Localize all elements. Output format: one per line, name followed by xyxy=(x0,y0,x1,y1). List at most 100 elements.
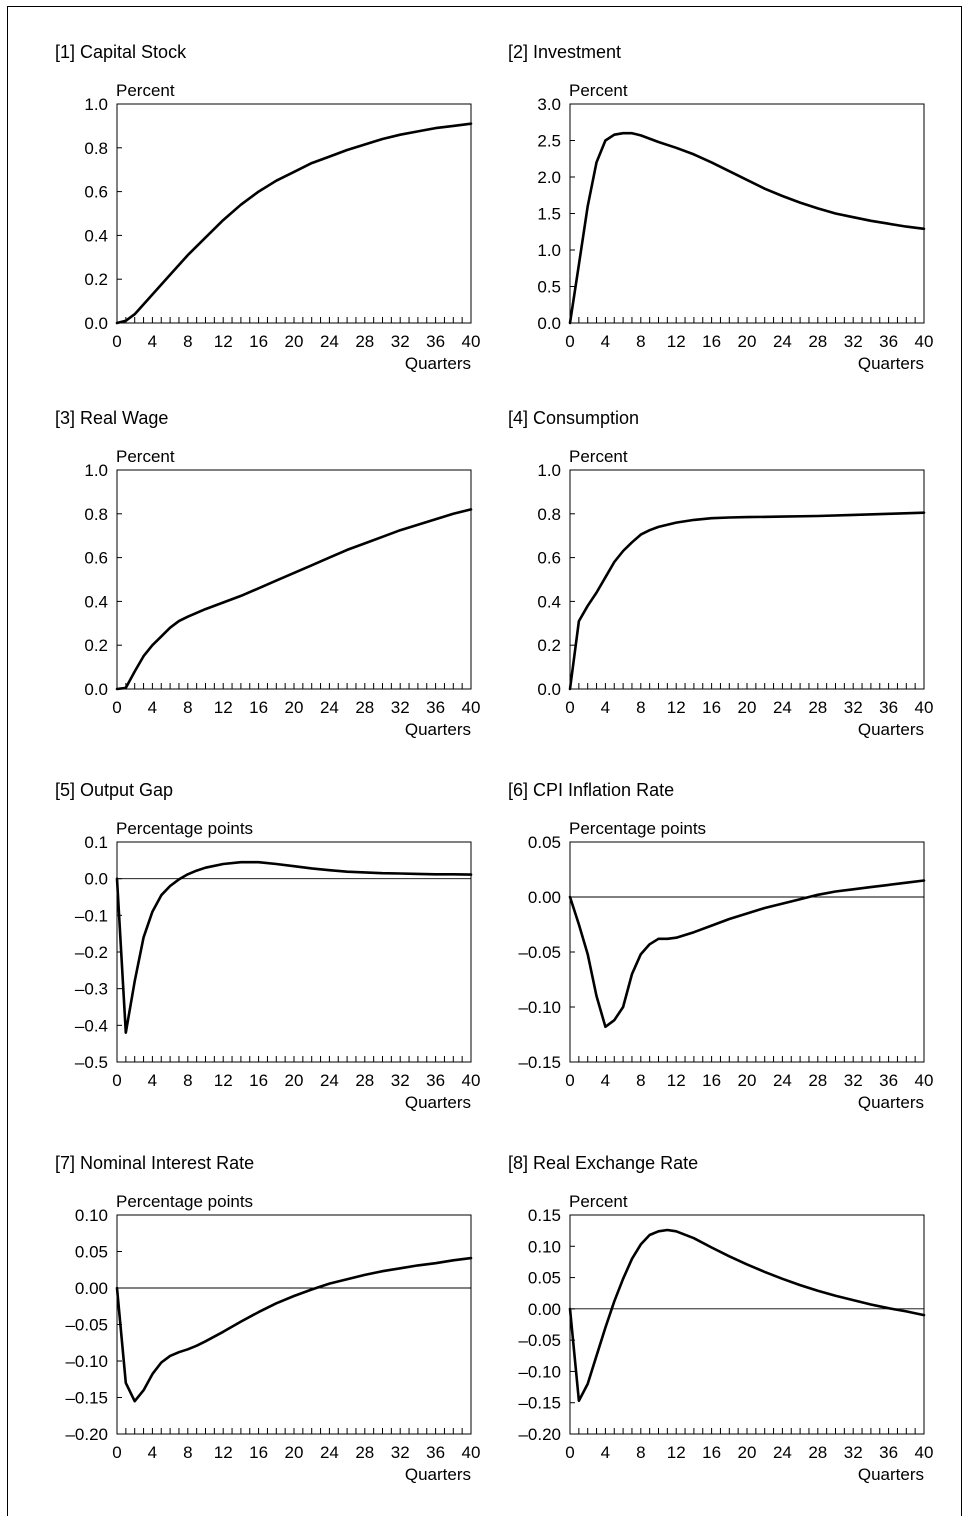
x-axis-label: Quarters xyxy=(858,1093,924,1112)
x-tick-label: 36 xyxy=(879,1443,898,1462)
x-tick-label: 28 xyxy=(808,1443,827,1462)
x-tick-label: 16 xyxy=(249,698,268,717)
y-axis-label: Percent xyxy=(569,447,628,466)
x-tick-label: 8 xyxy=(183,332,192,351)
y-tick-label: 0.5 xyxy=(537,278,561,297)
chart-panel-5: [5] Output Gap Percentage points –0.5 –0.4 –… xyxy=(55,780,480,1112)
y-tick-label: 1.0 xyxy=(84,461,108,480)
x-tick-label: 32 xyxy=(391,332,410,351)
x-tick-label: 8 xyxy=(183,698,192,717)
x-tick-label: 16 xyxy=(249,1443,268,1462)
y-tick-label: 0.00 xyxy=(528,888,561,907)
x-tick-label: 20 xyxy=(738,1443,757,1462)
x-tick-label: 0 xyxy=(565,698,574,717)
x-tick-label: 40 xyxy=(915,698,934,717)
x-tick-label: 12 xyxy=(214,698,233,717)
x-tick-label: 40 xyxy=(462,1443,481,1462)
y-tick-label: –0.05 xyxy=(65,1316,108,1335)
y-axis-label: Percentage points xyxy=(116,819,253,838)
x-tick-label: 0 xyxy=(565,1443,574,1462)
series-line-1 xyxy=(568,131,926,325)
x-tick-label: 8 xyxy=(183,1071,192,1090)
series-line-1 xyxy=(568,511,926,691)
y-tick-label: –0.05 xyxy=(518,1331,561,1350)
y-tick-label: 0.8 xyxy=(84,505,108,524)
chart-title: [3] Real Wage xyxy=(55,408,168,428)
chart-panel-3: [3] Real Wage Percent 0.0 0.2 0.4 0.6 0.8 1.0 0 4… xyxy=(55,408,480,739)
x-tick-label: 0 xyxy=(112,698,121,717)
x-tick-label: 4 xyxy=(148,332,157,351)
y-tick-label: 3.0 xyxy=(537,95,561,114)
x-tick-label: 36 xyxy=(426,1443,445,1462)
y-tick-label: 2.0 xyxy=(537,168,561,187)
x-tick-label: 24 xyxy=(773,1443,792,1462)
y-tick-label: 0.2 xyxy=(537,636,561,655)
y-tick-label: 0.4 xyxy=(537,592,561,611)
x-tick-label: 24 xyxy=(773,698,792,717)
x-tick-label: 16 xyxy=(702,332,721,351)
y-tick-label: 0.0 xyxy=(84,680,108,699)
y-tick-label: 0.0 xyxy=(537,680,561,699)
chart-panel-6: [6] CPI Inflation Rate Percentage points –… xyxy=(508,780,933,1112)
y-tick-label: 0.05 xyxy=(75,1243,108,1262)
y-axis-label: Percent xyxy=(569,1192,628,1211)
x-tick-label: 36 xyxy=(426,698,445,717)
chart-title: [4] Consumption xyxy=(508,408,639,428)
y-tick-label: 0.00 xyxy=(75,1279,108,1298)
series-line-1 xyxy=(115,122,473,325)
y-tick-label: 0.2 xyxy=(84,636,108,655)
x-tick-label: 24 xyxy=(320,698,339,717)
x-tick-label: 32 xyxy=(844,1071,863,1090)
x-tick-label: 0 xyxy=(565,1071,574,1090)
x-tick-label: 4 xyxy=(148,698,157,717)
x-tick-label: 28 xyxy=(355,1071,374,1090)
x-tick-label: 12 xyxy=(667,332,686,351)
x-tick-label: 12 xyxy=(667,1071,686,1090)
x-tick-label: 0 xyxy=(565,332,574,351)
chart-title: [8] Real Exchange Rate xyxy=(508,1153,698,1173)
y-tick-label: –0.10 xyxy=(518,998,561,1017)
x-tick-label: 12 xyxy=(667,1443,686,1462)
x-tick-label: 24 xyxy=(773,1071,792,1090)
x-tick-label: 8 xyxy=(636,1071,645,1090)
x-tick-label: 36 xyxy=(879,698,898,717)
y-tick-label: 0.05 xyxy=(528,1269,561,1288)
series-line-1 xyxy=(115,1256,473,1403)
x-tick-label: 28 xyxy=(808,698,827,717)
y-tick-label: 1.5 xyxy=(537,205,561,224)
y-tick-label: 1.0 xyxy=(537,461,561,480)
x-axis-label: Quarters xyxy=(405,1093,471,1112)
x-tick-label: 40 xyxy=(462,1071,481,1090)
x-tick-label: 32 xyxy=(844,698,863,717)
x-tick-label: 0 xyxy=(112,1071,121,1090)
y-axis-label: Percent xyxy=(116,447,175,466)
y-axis-label: Percent xyxy=(116,81,175,100)
y-tick-label: –0.20 xyxy=(518,1425,561,1444)
x-axis-label: Quarters xyxy=(405,354,471,373)
series-line-1 xyxy=(568,1228,926,1403)
x-tick-label: 8 xyxy=(636,698,645,717)
chart-title: [5] Output Gap xyxy=(55,780,173,800)
x-tick-label: 28 xyxy=(808,332,827,351)
y-tick-label: –0.15 xyxy=(518,1394,561,1413)
x-tick-label: 32 xyxy=(391,1443,410,1462)
x-tick-label: 24 xyxy=(320,1443,339,1462)
x-tick-label: 12 xyxy=(214,1071,233,1090)
x-tick-label: 0 xyxy=(112,332,121,351)
x-tick-label: 36 xyxy=(426,332,445,351)
y-axis-label: Percentage points xyxy=(569,819,706,838)
y-tick-label: 0.00 xyxy=(528,1300,561,1319)
x-tick-label: 20 xyxy=(738,698,757,717)
y-tick-label: 0.05 xyxy=(528,833,561,852)
y-tick-label: 0.6 xyxy=(84,549,108,568)
x-tick-label: 0 xyxy=(112,1443,121,1462)
x-tick-label: 20 xyxy=(285,332,304,351)
x-tick-label: 20 xyxy=(285,698,304,717)
x-tick-label: 40 xyxy=(915,332,934,351)
x-axis-label: Quarters xyxy=(405,1465,471,1484)
x-tick-label: 4 xyxy=(148,1071,157,1090)
y-tick-label: 0.10 xyxy=(75,1206,108,1225)
chart-panel-2: [2] Investment Percent 0.0 0.5 1.0 1.5 2.0 2.5 3… xyxy=(508,42,933,373)
x-tick-label: 32 xyxy=(844,1443,863,1462)
series-line-1 xyxy=(568,879,926,1029)
